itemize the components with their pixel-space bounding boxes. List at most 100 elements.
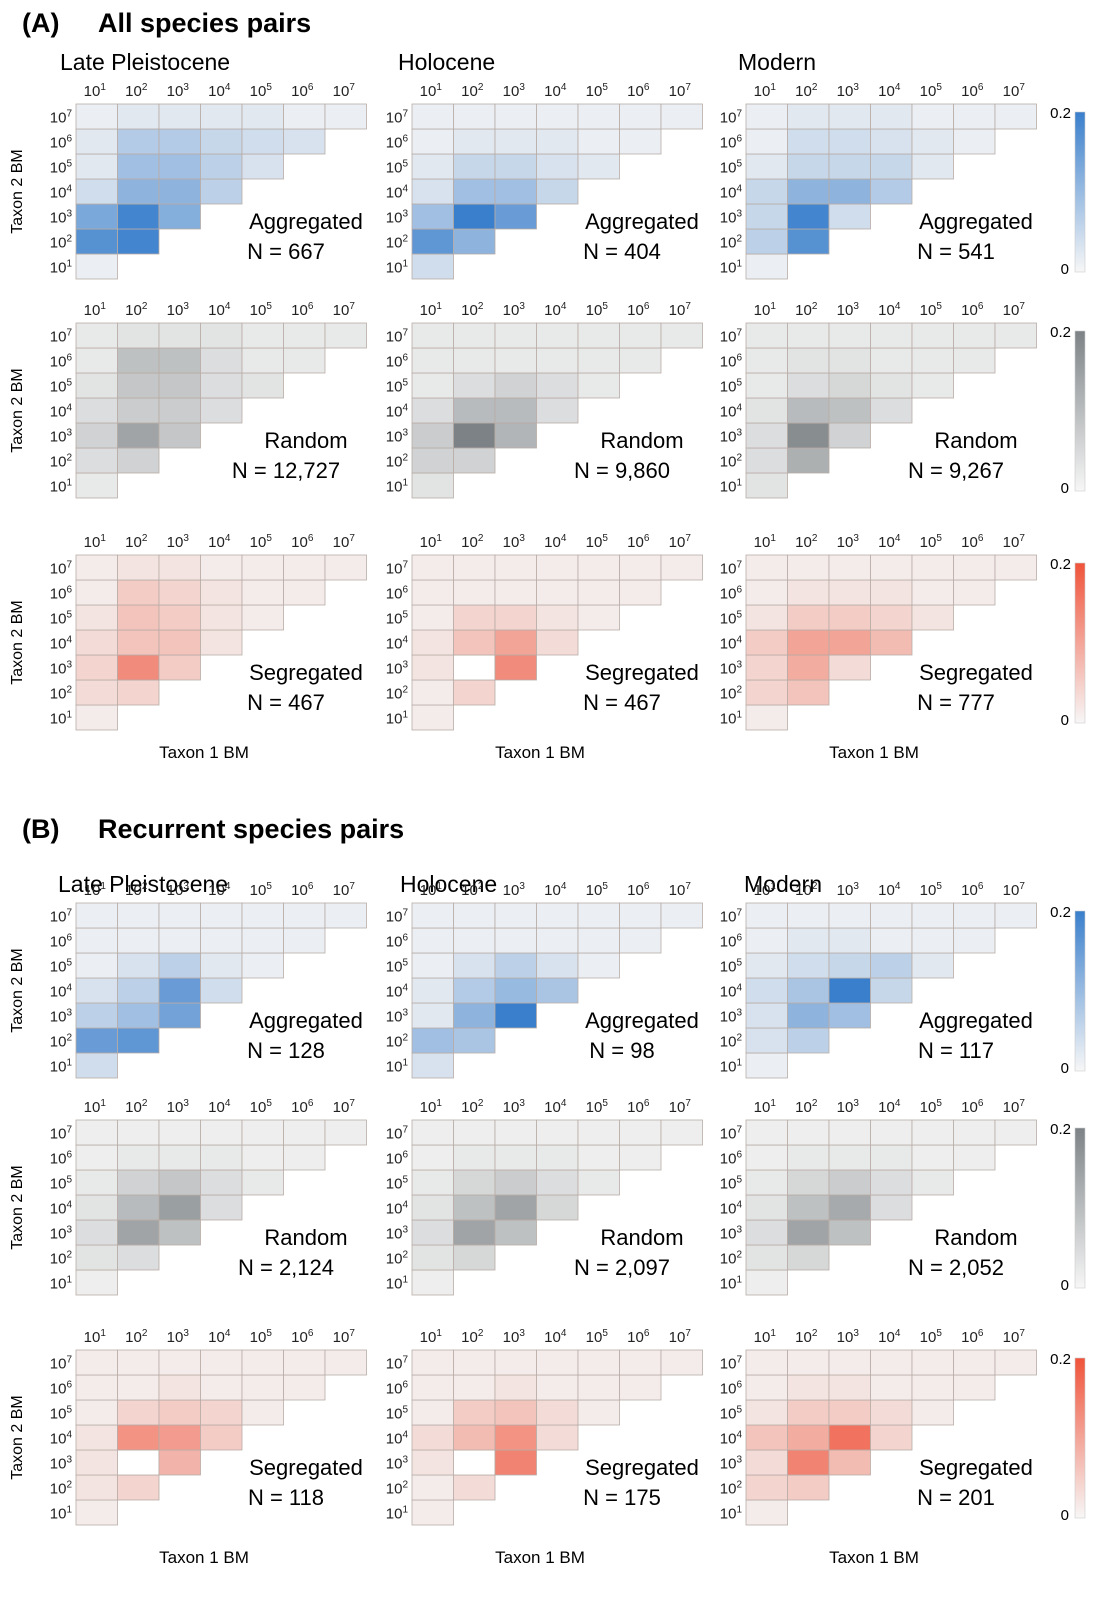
heatmap-cell bbox=[158, 322, 201, 349]
heatmap-cell bbox=[411, 1194, 454, 1221]
colorbar-segregated: 0.20 bbox=[1050, 556, 1086, 729]
heatmap-cell bbox=[200, 1424, 243, 1451]
heatmap-cell bbox=[453, 1169, 496, 1196]
y-tick-label: 103 bbox=[50, 428, 73, 446]
pattern-label: Segregated bbox=[585, 660, 699, 685]
heatmap-cell bbox=[536, 1169, 579, 1196]
colorbar-min-label: 0 bbox=[1061, 712, 1069, 729]
heatmap-cell bbox=[619, 103, 662, 130]
heatmap-cell bbox=[828, 1424, 871, 1451]
heatmap-cell bbox=[283, 128, 326, 155]
period-title-a-late-pleistocene: Late Pleistocene bbox=[60, 49, 230, 75]
x-tick-label: 106 bbox=[961, 82, 984, 100]
y-tick-label: 107 bbox=[386, 1125, 409, 1143]
colorbar-random: 0.20 bbox=[1050, 324, 1086, 497]
heatmap-cell bbox=[283, 902, 326, 929]
heatmap-cell bbox=[117, 322, 160, 349]
heatmap-cell bbox=[411, 153, 454, 180]
heatmap-cell bbox=[828, 629, 871, 656]
heatmap-cell bbox=[536, 977, 579, 1004]
heatmap-cell bbox=[75, 422, 118, 449]
heatmap-cell bbox=[117, 103, 160, 130]
y-tick-label: 103 bbox=[50, 660, 73, 678]
heatmap-cell bbox=[953, 128, 996, 155]
heatmap-cell bbox=[828, 1194, 871, 1221]
colorbar-gradient bbox=[1074, 111, 1086, 273]
x-tick-label: 102 bbox=[125, 881, 148, 899]
x-tick-label: 106 bbox=[961, 301, 984, 319]
heatmap-cell bbox=[619, 322, 662, 349]
heatmap-cell bbox=[75, 1269, 118, 1296]
heatmap-cell bbox=[241, 1374, 284, 1401]
heatmap-cell bbox=[787, 228, 830, 255]
heatmap-cell bbox=[787, 372, 830, 399]
heatmap-cell bbox=[828, 1219, 871, 1246]
heatmap-cell bbox=[745, 1474, 788, 1501]
period-title-b-modern: Modern bbox=[744, 871, 822, 897]
y-tick-label: 104 bbox=[50, 983, 73, 1001]
heatmap-cell bbox=[117, 1349, 160, 1376]
heatmap-cell bbox=[241, 579, 284, 606]
heatmap-cell bbox=[200, 1144, 243, 1171]
y-tick-label: 101 bbox=[720, 710, 743, 728]
heatmap-cell bbox=[75, 1499, 118, 1526]
pattern-label: Segregated bbox=[919, 660, 1033, 685]
y-tick-label: 106 bbox=[386, 134, 409, 152]
heatmap-cell bbox=[200, 1349, 243, 1376]
heatmap-cell bbox=[494, 654, 537, 681]
y-tick-label: 106 bbox=[50, 1380, 73, 1398]
heatmap-cell bbox=[158, 153, 201, 180]
heatmap-cell bbox=[494, 347, 537, 374]
heatmap-cell bbox=[536, 579, 579, 606]
x-tick-label: 107 bbox=[669, 1098, 692, 1116]
colorbar-gradient bbox=[1074, 910, 1086, 1072]
heatmap-cell bbox=[828, 1002, 871, 1029]
heatmap-cell bbox=[745, 1169, 788, 1196]
heatmap-cell bbox=[787, 1169, 830, 1196]
heatmap-cell bbox=[536, 1119, 579, 1146]
pattern-label: Segregated bbox=[249, 1455, 363, 1480]
heatmap-cell bbox=[787, 1399, 830, 1426]
pattern-label: Random bbox=[600, 428, 683, 453]
pattern-label: Aggregated bbox=[585, 1008, 699, 1033]
heatmap-cell bbox=[200, 397, 243, 424]
heatmap-cell bbox=[158, 347, 201, 374]
heatmap-cell bbox=[453, 347, 496, 374]
colorbar-segregated: 0.20 bbox=[1050, 1351, 1086, 1524]
pattern-label: Random bbox=[934, 1225, 1017, 1250]
heatmap-cell bbox=[828, 397, 871, 424]
x-tick-label: 101 bbox=[84, 1328, 107, 1346]
colorbar-max-label: 0.2 bbox=[1050, 1121, 1071, 1138]
y-tick-label: 101 bbox=[386, 478, 409, 496]
heatmap-cell bbox=[494, 977, 537, 1004]
heatmap-cell bbox=[870, 952, 913, 979]
y-tick-label: 107 bbox=[50, 1125, 73, 1143]
heatmap-cell bbox=[75, 253, 118, 280]
heatmap-cell bbox=[453, 103, 496, 130]
heatmap-cell bbox=[787, 447, 830, 474]
y-tick-label: 102 bbox=[50, 1033, 73, 1051]
x-tick-label: 107 bbox=[333, 301, 356, 319]
heatmap-panel-a-holocene-segregated: 101 102 103 104 105 106 107 107 106 105 104 103 102 1… bbox=[386, 533, 703, 762]
heatmap-cell bbox=[494, 153, 537, 180]
heatmap-cell bbox=[75, 1052, 118, 1079]
y-tick-label: 101 bbox=[720, 478, 743, 496]
heatmap-cell bbox=[870, 1119, 913, 1146]
y-axis-label: Taxon 2 BM bbox=[9, 948, 26, 1032]
y-tick-label: 105 bbox=[720, 1405, 743, 1423]
heatmap-cell bbox=[453, 629, 496, 656]
x-tick-label: 104 bbox=[208, 82, 231, 100]
n-count-label: N = 404 bbox=[583, 239, 661, 264]
x-tick-label: 105 bbox=[250, 1328, 273, 1346]
heatmap-cell bbox=[745, 1424, 788, 1451]
heatmap-cell bbox=[745, 952, 788, 979]
y-tick-label: 107 bbox=[720, 560, 743, 578]
heatmap-cell bbox=[494, 103, 537, 130]
pattern-label: Aggregated bbox=[919, 1008, 1033, 1033]
heatmap-cell bbox=[787, 178, 830, 205]
x-tick-label: 101 bbox=[420, 1098, 443, 1116]
y-tick-label: 107 bbox=[720, 1125, 743, 1143]
heatmap-cell bbox=[200, 604, 243, 631]
heatmap-panel-b-late-pleistocene-aggregated: 101 102 103 104 105 106 107 107 106 105 104 103 102 1… bbox=[9, 881, 367, 1079]
heatmap-cell bbox=[828, 952, 871, 979]
